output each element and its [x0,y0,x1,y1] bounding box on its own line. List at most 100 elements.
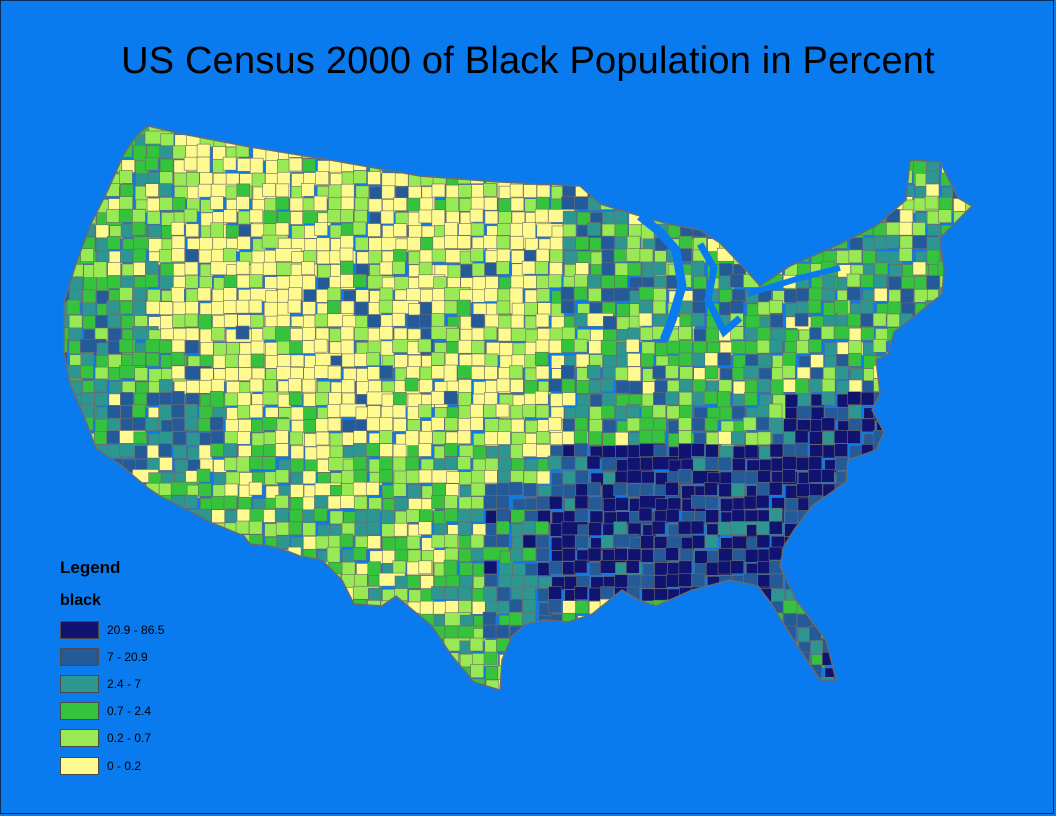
county-cell [810,549,825,564]
county-cell [756,534,771,549]
county-cell [820,676,835,690]
county-cell [966,601,972,615]
county-cell [782,443,797,458]
county-cell [924,195,939,210]
county-cell [291,225,305,239]
county-cell [953,133,968,148]
county-cell [602,419,617,434]
county-cell [925,404,939,418]
county-cell [980,121,993,134]
county-cell [665,612,680,627]
county-cell [888,601,903,616]
county-cell [159,392,173,406]
county-cell [510,418,525,433]
county-cell [615,133,630,148]
county-cell [980,173,993,186]
county-cell [938,521,952,548]
county-cell [367,171,381,185]
county-cell [756,404,771,419]
county-cell [651,520,666,535]
county-cell [366,612,381,627]
county-cell [173,445,187,459]
county-cell [264,614,278,628]
county-cell [705,132,720,147]
county-cell [535,365,550,380]
county-cell [692,132,707,147]
county-cell [197,183,212,198]
county-cell [794,689,809,690]
county-cell [954,472,968,499]
legend-swatch [60,756,99,775]
county-cell [616,303,630,317]
county-cell [419,197,434,212]
county-cell [795,287,810,302]
county-cell [80,508,95,523]
county-cell [914,393,929,421]
county-cell [627,457,641,471]
county-cell [341,483,355,497]
county-cell [849,172,864,187]
county-cell [939,613,953,627]
county-cell [93,144,108,159]
county-cell [548,495,563,510]
county-cell [965,379,972,393]
county-cell [547,156,562,171]
county-cell [484,366,498,380]
county-cell [70,147,84,161]
county-cell [612,663,627,678]
county-cell [406,535,421,550]
county-cell [496,300,511,315]
county-cell [811,212,825,239]
county-cell [927,328,941,342]
county-cell [64,327,69,341]
county-cell [809,600,824,615]
county-cell [860,326,875,341]
county-cell [808,495,822,509]
county-cell [537,126,552,135]
county-cell [369,126,383,135]
county-cell [873,222,887,236]
county-cell [458,405,473,420]
county-cell [433,133,448,148]
county-cell [291,680,306,690]
county-cell [276,613,290,640]
county-cell [353,573,368,588]
county-cell [626,417,641,432]
county-cell [872,559,887,587]
county-cell [575,678,589,690]
county-cell [408,160,436,175]
county-cell [913,600,927,614]
county-cell [862,640,877,655]
county-cell [743,495,758,510]
county-cell [96,485,123,499]
county-cell [172,197,186,211]
county-cell [614,262,629,277]
county-cell [744,392,758,406]
county-cell [758,627,786,642]
county-cell [677,650,705,665]
county-cell [705,223,732,237]
county-cell [302,314,317,329]
county-cell [924,572,939,587]
county-cell [849,523,863,537]
county-cell [107,132,121,146]
county-cell [64,339,68,353]
county-cell [340,261,354,275]
county-cell [536,275,550,289]
county-cell [860,495,875,510]
county-cell [692,301,706,315]
county-cell [561,144,576,159]
county-cell [954,511,968,525]
county-cell [290,497,304,511]
county-cell [747,694,760,707]
county-cell [872,442,887,457]
county-cell [653,197,667,211]
county-cell [589,237,603,251]
county-cell [263,509,277,523]
county-cell [691,599,706,627]
county-cell [560,689,575,690]
county-cell [287,299,302,314]
county-cell [513,694,526,707]
county-cell [327,573,342,588]
county-cell [109,511,123,525]
